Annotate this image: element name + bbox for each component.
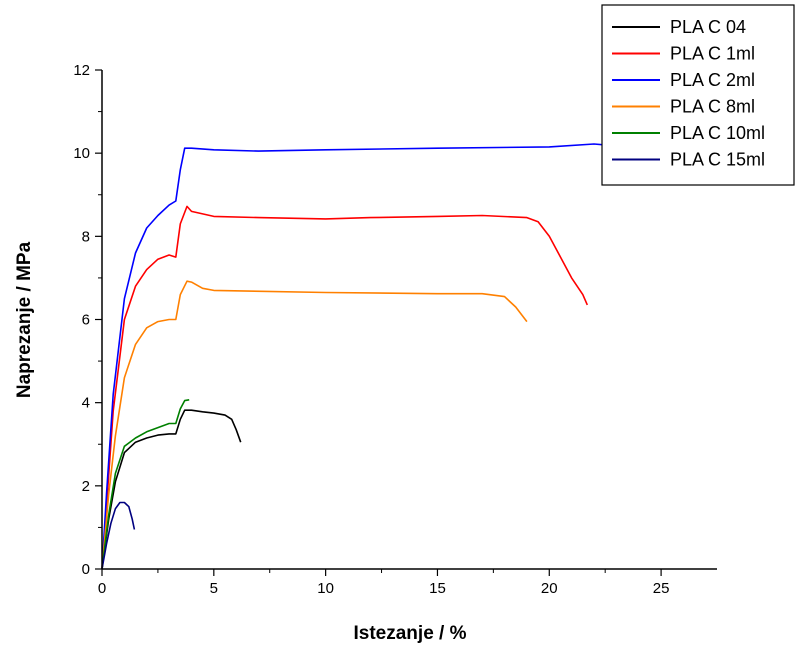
y-tick-label: 4 <box>82 395 90 412</box>
plot-lines <box>101 143 606 570</box>
series-line-pla-c-2ml <box>101 143 606 570</box>
y-tick-label: 6 <box>82 312 90 329</box>
x-tick-label: 0 <box>98 580 106 597</box>
legend-label-pla-c-8ml: PLA C 8ml <box>670 97 755 117</box>
y-tick-label: 12 <box>73 62 90 79</box>
legend-label-pla-c-2ml: PLA C 2ml <box>670 70 755 90</box>
x-axis-title: Istezanje / % <box>354 623 467 644</box>
series-line-pla-c-15ml <box>101 501 136 570</box>
series-line-pla-c-04 <box>101 409 242 570</box>
axes: 0 5 10 15 20 25 0 2 4 6 8 10 12 <box>73 62 717 597</box>
y-tick-label: 2 <box>82 478 90 495</box>
y-axis-title: Naprezanje / MPa <box>14 241 35 398</box>
legend: PLA C 04 PLA C 1ml PLA C 2ml PLA C 8ml PLA C… <box>601 4 795 186</box>
legend-label-pla-c-10ml: PLA C 10ml <box>670 123 765 143</box>
legend-box <box>601 4 795 186</box>
legend-label-pla-c-1ml: PLA C 1ml <box>670 44 755 64</box>
legend-label-pla-c-15ml: PLA C 15ml <box>670 150 765 170</box>
y-tick-label: 0 <box>82 561 90 578</box>
series-line-pla-c-1ml <box>101 205 589 570</box>
x-tick-label: 25 <box>653 580 670 597</box>
legend-label-pla-c-04: PLA C 04 <box>670 17 746 37</box>
x-tick-label: 20 <box>541 580 558 597</box>
x-tick-label: 10 <box>317 580 334 597</box>
x-tick-label: 5 <box>210 580 218 597</box>
x-tick-label: 15 <box>429 580 446 597</box>
y-tick-label: 10 <box>73 145 90 162</box>
y-tick-label: 8 <box>82 228 90 245</box>
series-line-pla-c-8ml <box>101 280 528 570</box>
series-line-pla-c-10ml <box>101 399 190 570</box>
